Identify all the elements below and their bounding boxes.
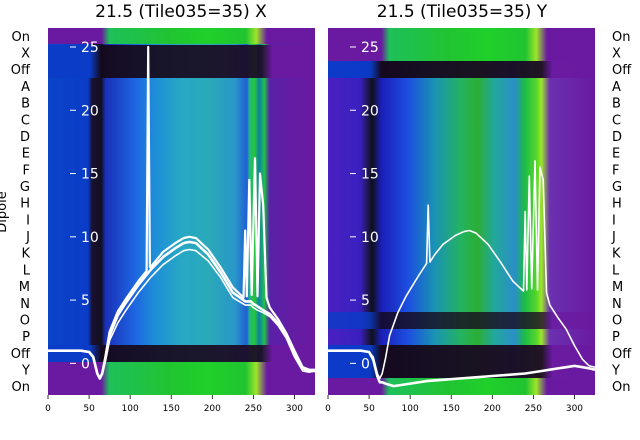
row-label: O bbox=[612, 313, 622, 328]
row-label: E bbox=[22, 147, 30, 162]
row-label: Off bbox=[11, 347, 31, 362]
row-label: On bbox=[612, 30, 630, 45]
y-axis-label: Dipole bbox=[0, 191, 10, 232]
x-tick-label: 50 bbox=[83, 404, 95, 414]
row-label: H bbox=[612, 197, 622, 212]
heatmap-x-rows-x-on bbox=[48, 362, 315, 395]
row-label: G bbox=[20, 180, 30, 195]
x-tick-label: 0 bbox=[45, 404, 51, 414]
row-label: H bbox=[20, 197, 30, 212]
row-label: I bbox=[612, 213, 616, 228]
x-tick-label: 200 bbox=[204, 404, 221, 414]
chart-title-y: 21.5 (Tile035=35) Y bbox=[377, 2, 548, 22]
overlay-tick-label: 20 bbox=[81, 103, 99, 119]
series-line bbox=[328, 349, 596, 388]
row-label: Off bbox=[612, 63, 632, 78]
heatmap-x bbox=[48, 28, 315, 395]
x-tick-label: 300 bbox=[566, 404, 583, 414]
row-label: D bbox=[612, 130, 622, 145]
x-tick-label: 300 bbox=[286, 404, 303, 414]
row-label: Off bbox=[11, 63, 31, 78]
series-line bbox=[48, 45, 315, 380]
row-label: On bbox=[612, 380, 630, 395]
x-tick-label: 150 bbox=[163, 404, 180, 414]
heatmap-y-row-a bbox=[328, 312, 595, 329]
x-tick-label: 200 bbox=[484, 404, 501, 414]
row-label: K bbox=[612, 247, 621, 262]
row-label: J bbox=[611, 230, 616, 245]
overlay-tick-label: 5 bbox=[361, 293, 370, 309]
row-label: O bbox=[20, 313, 30, 328]
row-label: Off bbox=[612, 347, 632, 362]
row-label: C bbox=[612, 113, 621, 128]
row-label: F bbox=[23, 163, 30, 178]
x-tick-label: 250 bbox=[525, 404, 542, 414]
row-label: B bbox=[612, 97, 621, 112]
overlay-tick-label: 10 bbox=[361, 230, 379, 246]
heatmap-x-row-off-bottom bbox=[48, 345, 315, 362]
heatmap-y-rows-on-y bbox=[328, 28, 595, 61]
row-label: X bbox=[21, 47, 30, 62]
row-label: A bbox=[21, 80, 30, 95]
row-label: P bbox=[22, 330, 30, 345]
row-label: On bbox=[12, 30, 30, 45]
overlay-tick-label: 0 bbox=[361, 356, 370, 372]
heatmap-y-row-on-bottom bbox=[328, 378, 595, 395]
overlay-tick-label: 5 bbox=[81, 293, 90, 309]
overlay-tick-label: 10 bbox=[81, 230, 99, 246]
row-label: K bbox=[21, 247, 30, 262]
row-label: F bbox=[612, 163, 619, 178]
row-label: On bbox=[12, 380, 30, 395]
row-label: P bbox=[612, 330, 620, 345]
row-label: X bbox=[612, 47, 621, 62]
row-label: D bbox=[20, 130, 30, 145]
row-label: G bbox=[612, 180, 622, 195]
row-label: L bbox=[23, 263, 31, 278]
row-label: Y bbox=[21, 363, 30, 378]
row-label: J bbox=[25, 230, 30, 245]
row-label: L bbox=[612, 263, 620, 278]
row-label: M bbox=[612, 280, 623, 295]
row-label: E bbox=[612, 147, 620, 162]
row-label: B bbox=[21, 97, 30, 112]
row-label: I bbox=[26, 213, 30, 228]
x-tick-label: 250 bbox=[245, 404, 262, 414]
row-label: Y bbox=[611, 363, 620, 378]
chart-title-x: 21.5 (Tile035=35) X bbox=[95, 2, 267, 22]
overlay-tick-label: 15 bbox=[361, 167, 379, 183]
heatmap-y-row-off-top bbox=[328, 61, 595, 78]
x-tick-label: 0 bbox=[325, 404, 331, 414]
heatmap-x-row-on-top bbox=[48, 28, 315, 44]
x-tick-label: 150 bbox=[443, 404, 460, 414]
overlay-tick-label: 15 bbox=[81, 167, 99, 183]
row-label: N bbox=[20, 297, 30, 312]
row-label: C bbox=[21, 113, 30, 128]
overlay-tick-label: 25 bbox=[81, 40, 99, 56]
row-label: M bbox=[19, 280, 30, 295]
overlay-tick-label: 25 bbox=[361, 40, 379, 56]
series-line bbox=[328, 160, 596, 380]
overlay-tick-label: 0 bbox=[81, 356, 90, 372]
heatmap-x-rows-y-off bbox=[48, 45, 315, 78]
x-tick-label: 100 bbox=[122, 404, 139, 414]
row-label: N bbox=[612, 297, 622, 312]
row-label: A bbox=[612, 80, 621, 95]
heatmap-y bbox=[328, 28, 595, 395]
x-tick-label: 50 bbox=[363, 404, 375, 414]
overlay-tick-label: 20 bbox=[361, 103, 379, 119]
x-tick-label: 100 bbox=[402, 404, 419, 414]
